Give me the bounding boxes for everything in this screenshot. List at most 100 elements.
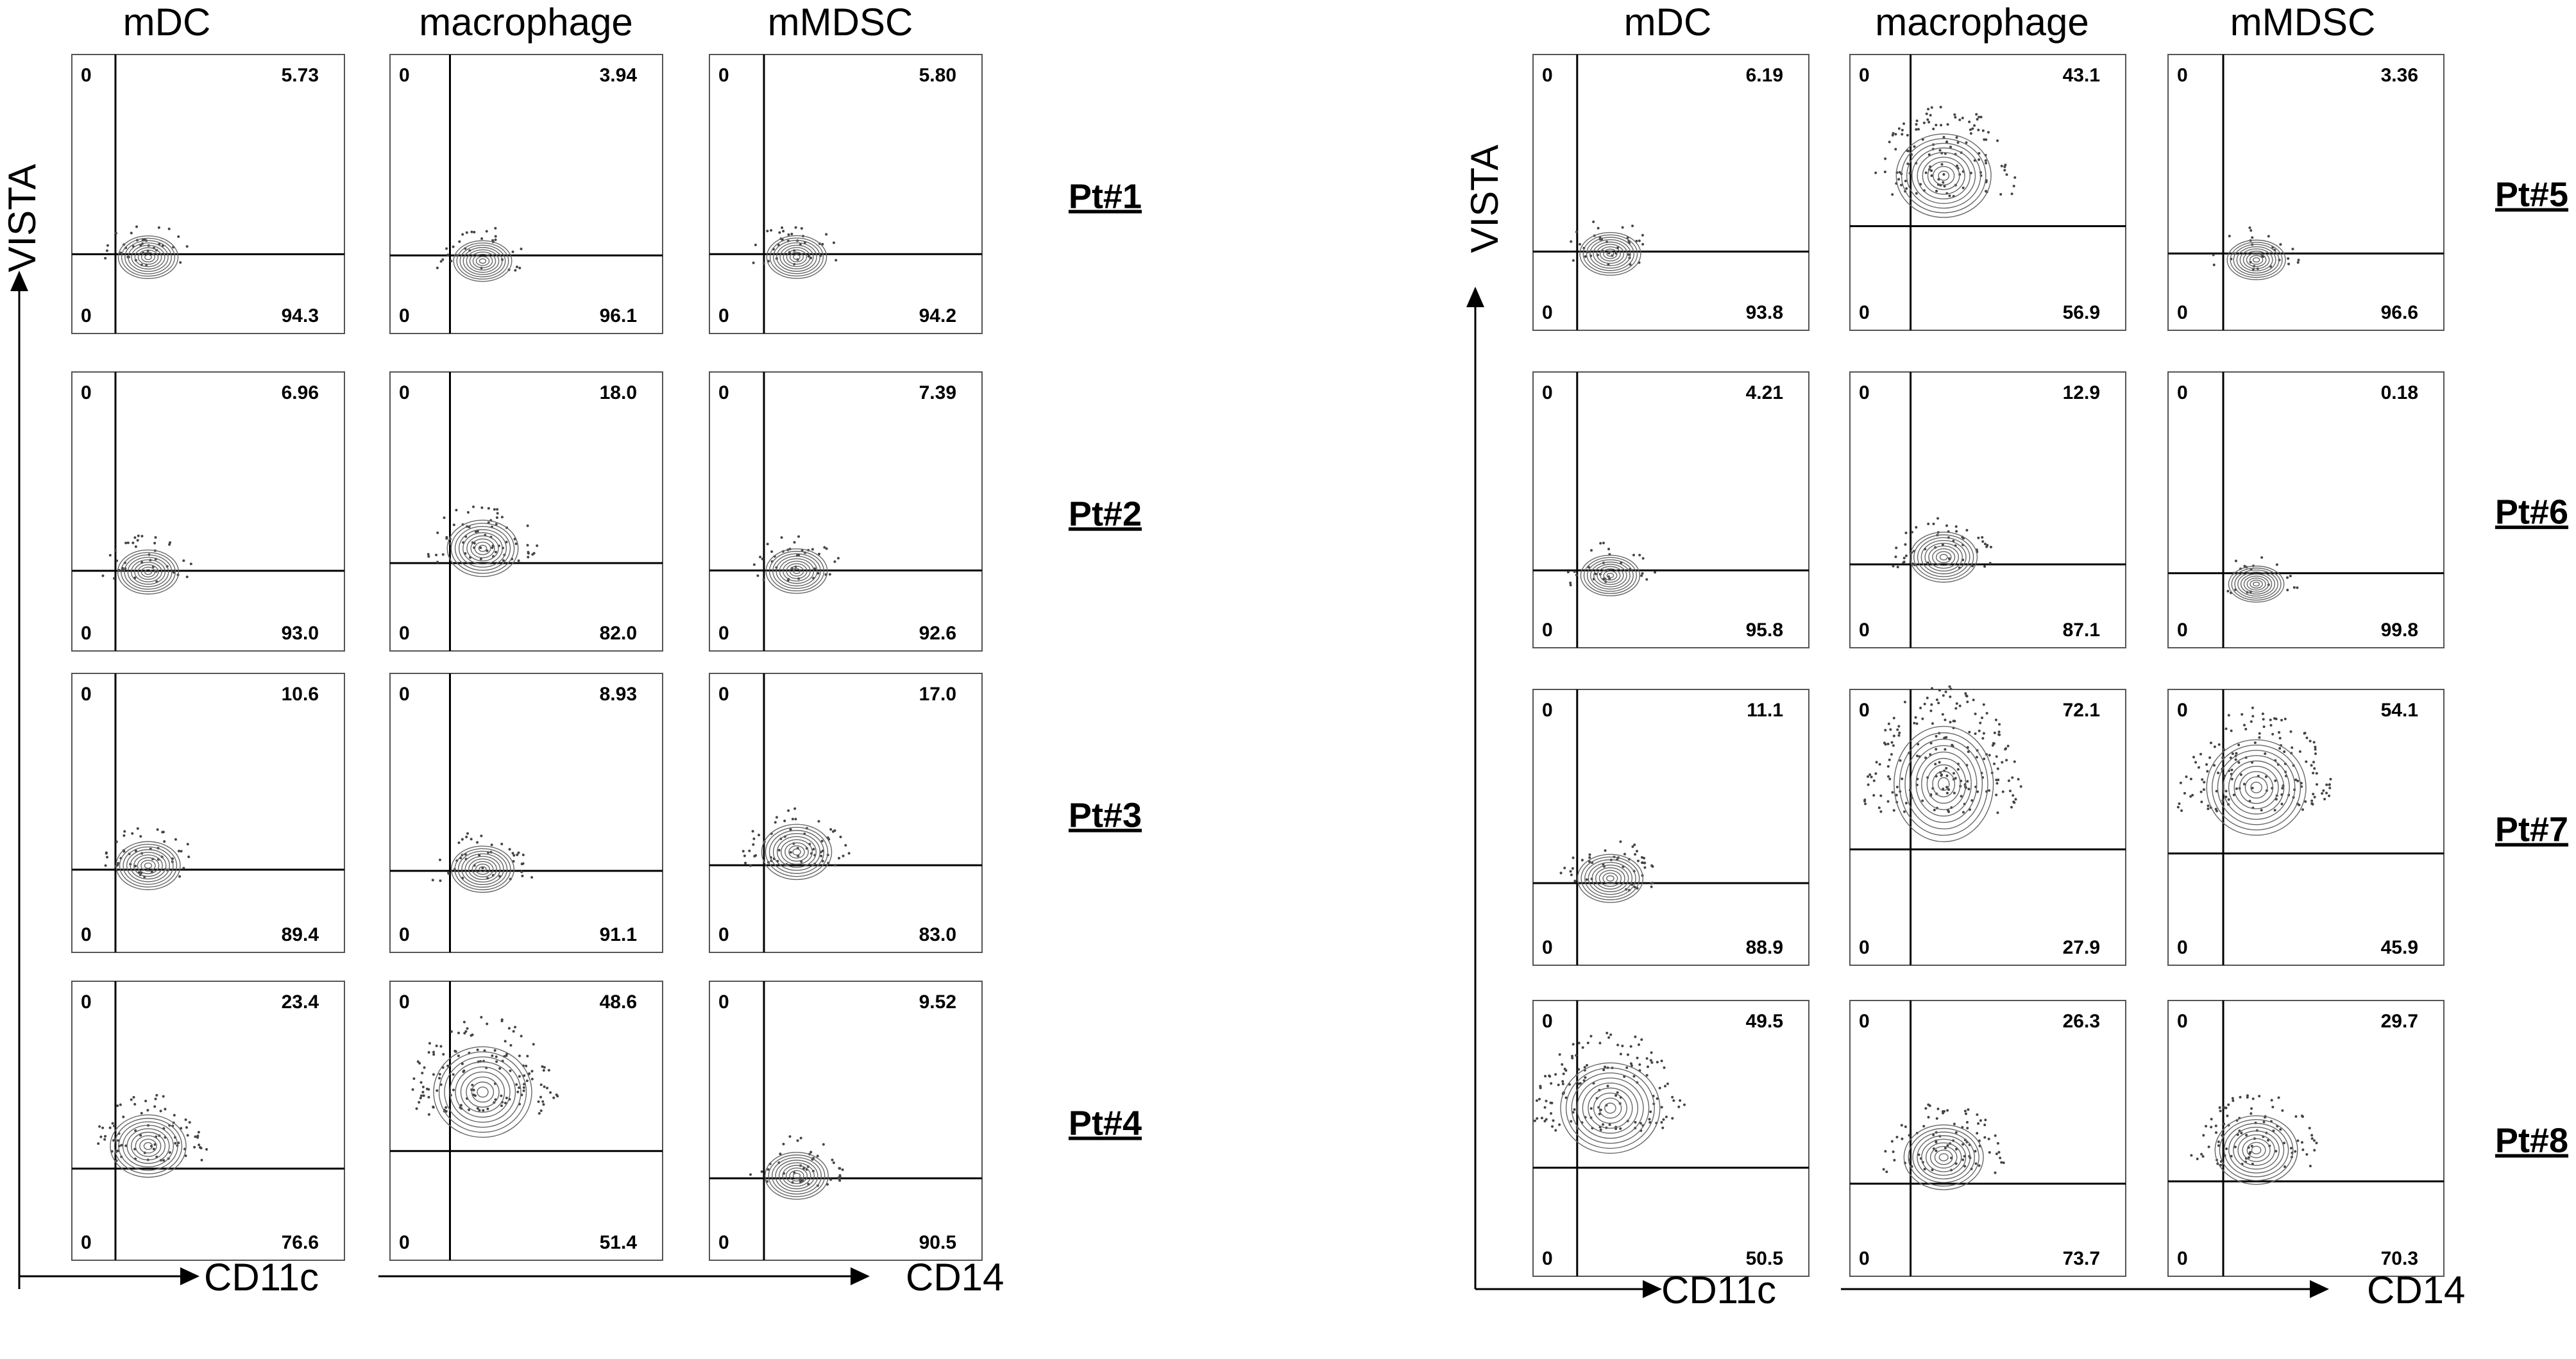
density-contour bbox=[1590, 561, 1631, 590]
panel-frame bbox=[1532, 689, 1809, 966]
quadrant-lower-right-value: 76.6 bbox=[282, 1232, 319, 1253]
event-dot bbox=[1561, 1063, 1564, 1066]
event-dot bbox=[1988, 789, 1991, 792]
event-dot bbox=[1563, 1067, 1566, 1070]
event-dot bbox=[1572, 1111, 1575, 1114]
event-dot bbox=[1651, 881, 1654, 884]
event-dot bbox=[1935, 748, 1938, 751]
density-contour bbox=[1599, 246, 1621, 262]
quadrant-upper-left-value: 0 bbox=[81, 65, 92, 86]
event-dot bbox=[821, 242, 824, 246]
event-dot bbox=[154, 536, 157, 539]
density-contour bbox=[792, 1172, 801, 1179]
event-dot bbox=[1641, 572, 1644, 575]
event-dot bbox=[482, 1109, 485, 1112]
quadrant-lower-left-value: 0 bbox=[81, 924, 92, 945]
event-dot bbox=[439, 260, 443, 263]
event-dot bbox=[831, 1158, 834, 1161]
event-dot bbox=[2310, 802, 2314, 805]
event-dot bbox=[422, 1094, 425, 1097]
event-dot bbox=[2310, 1134, 2314, 1137]
event-dot bbox=[2308, 1126, 2311, 1129]
event-dot bbox=[835, 258, 838, 262]
event-dot bbox=[1936, 517, 1940, 520]
event-dot bbox=[1978, 1164, 1981, 1167]
event-dot bbox=[2251, 706, 2254, 709]
event-dot bbox=[2217, 1140, 2220, 1144]
event-dot bbox=[839, 835, 842, 838]
event-dot bbox=[1917, 1153, 1920, 1156]
event-dot bbox=[816, 1154, 819, 1158]
event-dot bbox=[115, 840, 118, 843]
event-dot bbox=[1976, 1131, 1979, 1135]
event-dot bbox=[168, 543, 171, 546]
event-dot bbox=[2250, 1112, 2253, 1115]
density-contour bbox=[135, 1135, 162, 1157]
event-dot bbox=[1917, 128, 1920, 131]
flow-panel-Pt4-mmdsc: 0 9.52 0 90.5 bbox=[709, 981, 983, 1261]
event-dot bbox=[1910, 1165, 1913, 1168]
event-dot bbox=[2287, 262, 2291, 266]
quadrant-lower-right-value: 90.5 bbox=[919, 1232, 956, 1253]
event-dot bbox=[2251, 236, 2254, 239]
event-dot bbox=[184, 1118, 187, 1121]
event-dot bbox=[2275, 717, 2278, 720]
event-dot bbox=[1958, 118, 1962, 121]
density-contour bbox=[775, 1160, 818, 1192]
event-dot bbox=[823, 546, 826, 549]
event-dot bbox=[457, 1031, 461, 1034]
x-axis-label-cd14: CD14 bbox=[906, 1256, 1004, 1299]
event-dot bbox=[787, 233, 790, 236]
event-dot bbox=[762, 262, 765, 265]
event-dot bbox=[537, 1100, 540, 1103]
density-contour bbox=[1577, 1077, 1644, 1139]
event-dot bbox=[2269, 718, 2272, 722]
density-contour bbox=[2234, 570, 2278, 599]
event-dot bbox=[1988, 1151, 1991, 1154]
event-dot bbox=[2240, 1131, 2243, 1135]
event-dot bbox=[1939, 105, 1942, 108]
event-dot bbox=[1886, 765, 1890, 768]
event-dot bbox=[2281, 787, 2284, 790]
event-dot bbox=[1974, 1162, 1978, 1165]
event-dot bbox=[199, 1147, 203, 1150]
panel-frame bbox=[709, 981, 983, 1261]
event-dot bbox=[525, 1079, 529, 1083]
event-dot bbox=[2309, 739, 2312, 743]
event-dot bbox=[1926, 118, 1929, 121]
event-dot bbox=[2264, 775, 2267, 779]
event-dot bbox=[1896, 566, 1899, 569]
event-dot bbox=[1972, 698, 1975, 702]
density-contour bbox=[2223, 1122, 2289, 1178]
density-contour bbox=[1606, 875, 1614, 882]
event-dot bbox=[1573, 1108, 1576, 1111]
event-dot bbox=[2232, 793, 2235, 797]
event-dot bbox=[2189, 777, 2192, 781]
event-dot bbox=[198, 1144, 201, 1147]
quadrant-upper-right-value: 9.52 bbox=[919, 992, 956, 1013]
event-dot bbox=[500, 1020, 504, 1023]
event-dot bbox=[154, 1097, 157, 1101]
event-dot bbox=[2262, 1120, 2266, 1124]
density-contour bbox=[1917, 152, 1970, 199]
event-dot bbox=[2328, 794, 2331, 797]
event-dot bbox=[416, 1060, 419, 1063]
quadrant-upper-right-value: 4.21 bbox=[1746, 382, 1783, 403]
event-dot bbox=[1924, 756, 1928, 759]
event-dot bbox=[1921, 717, 1924, 720]
event-dot bbox=[2310, 1137, 2314, 1140]
event-dot bbox=[1636, 859, 1640, 863]
density-contour bbox=[110, 1114, 187, 1178]
density-contour bbox=[1588, 861, 1633, 895]
event-dot bbox=[1956, 768, 1960, 771]
event-dot bbox=[197, 1131, 200, 1134]
density-contour bbox=[1560, 1062, 1661, 1154]
density-contour bbox=[462, 247, 503, 275]
event-dot bbox=[116, 1104, 119, 1108]
event-dot bbox=[797, 535, 801, 538]
quadrant-lower-left-value: 0 bbox=[718, 305, 729, 326]
density-contour bbox=[2250, 781, 2262, 793]
event-dot bbox=[543, 1066, 546, 1069]
event-dot bbox=[1944, 718, 1947, 722]
